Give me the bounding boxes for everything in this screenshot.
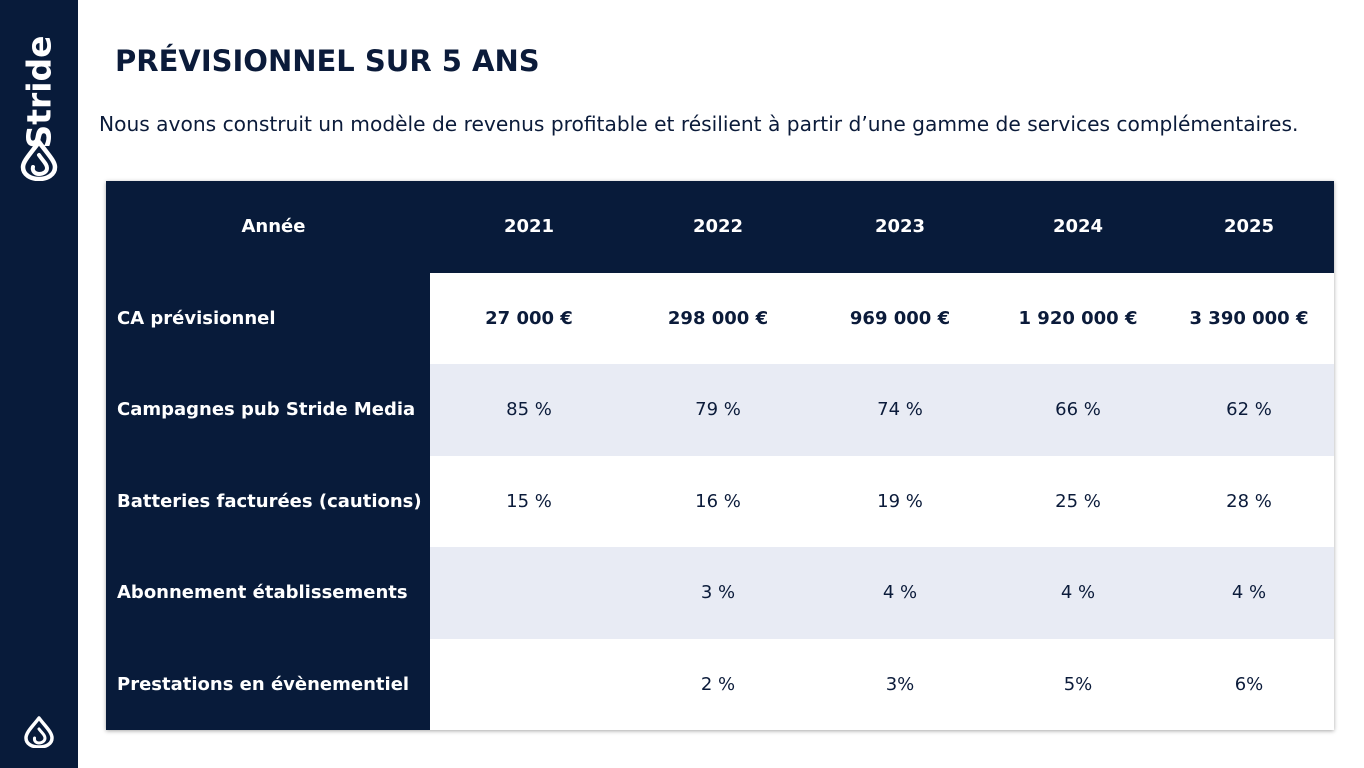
table-cell <box>430 547 628 639</box>
table-cell: 25 % <box>992 455 1164 547</box>
table-cell: 15 % <box>430 455 628 547</box>
table-header-row: Année 2021 2022 2023 2024 2025 <box>106 181 1334 273</box>
page-subtitle: Nous avons construit un modèle de revenu… <box>99 112 1299 136</box>
table-cell: 62 % <box>1164 364 1334 456</box>
table-row: Batteries facturées (cautions) 15 % 16 %… <box>106 455 1334 547</box>
table-row: Campagnes pub Stride Media 85 % 79 % 74 … <box>106 364 1334 456</box>
year-header: 2023 <box>808 181 992 273</box>
table-cell: 3% <box>808 638 992 730</box>
brand-name: Stride <box>19 35 59 149</box>
forecast-table: Année 2021 2022 2023 2024 2025 CA prévis… <box>106 181 1334 730</box>
table-row: Prestations en évènementiel 2 % 3% 5% 6% <box>106 638 1334 730</box>
table-cell: 298 000 € <box>628 272 808 364</box>
row-label: Batteries facturées (cautions) <box>106 455 430 547</box>
table-cell: 79 % <box>628 364 808 456</box>
table-cell: 4 % <box>1164 547 1334 639</box>
row-label: Prestations en évènementiel <box>106 638 430 730</box>
stride-small-logo-icon <box>24 716 54 748</box>
sidebar: Stride <box>0 0 78 768</box>
table-cell: 85 % <box>430 364 628 456</box>
table-cell: 969 000 € <box>808 272 992 364</box>
table-cell: 4 % <box>992 547 1164 639</box>
table-cell: 66 % <box>992 364 1164 456</box>
table-cell: 19 % <box>808 455 992 547</box>
row-label: Campagnes pub Stride Media <box>106 364 430 456</box>
table-cell <box>430 638 628 730</box>
table-row: Abonnement établissements 3 % 4 % 4 % 4 … <box>106 547 1334 639</box>
table-cell: 28 % <box>1164 455 1334 547</box>
year-header: 2025 <box>1164 181 1334 273</box>
table-cell: 27 000 € <box>430 272 628 364</box>
table-cell: 1 920 000 € <box>992 272 1164 364</box>
year-header: 2024 <box>992 181 1164 273</box>
table-cell: 6% <box>1164 638 1334 730</box>
table-cell: 3 390 000 € <box>1164 272 1334 364</box>
table-cell: 16 % <box>628 455 808 547</box>
table-cell: 74 % <box>808 364 992 456</box>
row-label: Abonnement établissements <box>106 547 430 639</box>
year-header: 2022 <box>628 181 808 273</box>
table-cell: 5% <box>992 638 1164 730</box>
table-cell: 2 % <box>628 638 808 730</box>
row-label: CA prévisionnel <box>106 272 430 364</box>
year-header: 2021 <box>430 181 628 273</box>
page-title: PRÉVISIONNEL SUR 5 ANS <box>115 44 540 78</box>
stride-logo-icon <box>20 139 58 181</box>
table-cell: 4 % <box>808 547 992 639</box>
table-cell: 3 % <box>628 547 808 639</box>
brand-block: Stride <box>0 18 78 188</box>
header-label: Année <box>106 181 430 273</box>
table-row: CA prévisionnel 27 000 € 298 000 € 969 0… <box>106 272 1334 364</box>
